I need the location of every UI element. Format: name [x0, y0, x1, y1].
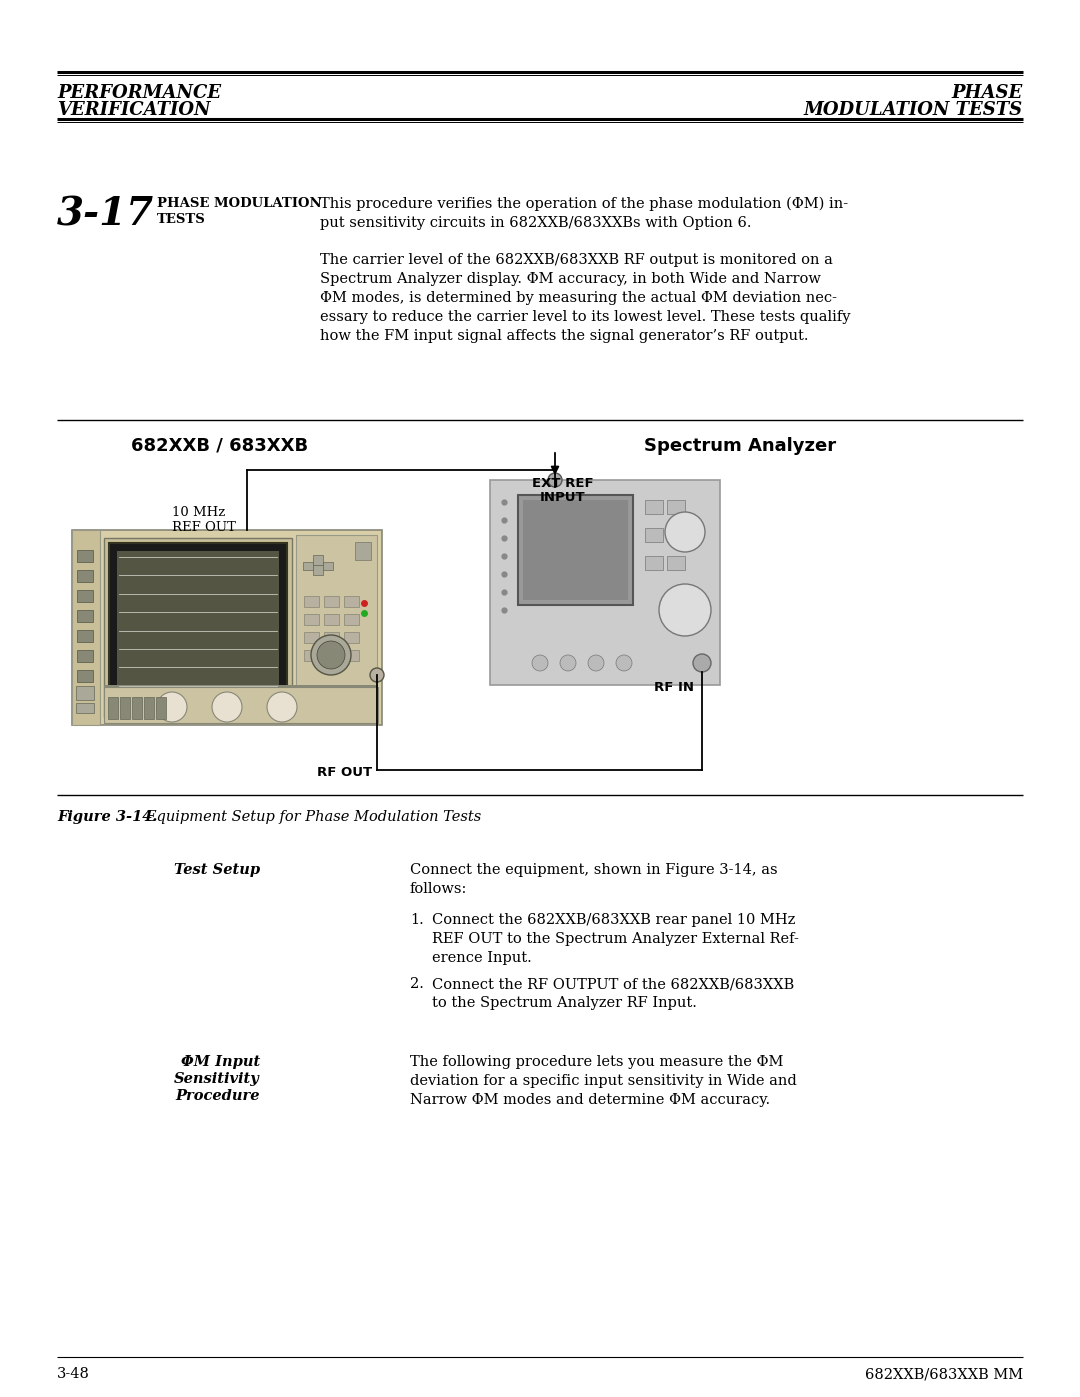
Circle shape	[561, 655, 576, 671]
Bar	[132, 697, 141, 719]
Bar	[303, 631, 319, 643]
Circle shape	[318, 641, 345, 669]
Bar	[490, 481, 720, 685]
Text: Spectrum Analyzer: Spectrum Analyzer	[644, 437, 836, 455]
Circle shape	[532, 655, 548, 671]
Bar	[345, 650, 359, 661]
Bar	[77, 570, 93, 583]
Text: Connect the equipment, shown in Figure 3-14, as
follows:: Connect the equipment, shown in Figure 3…	[410, 863, 778, 895]
Text: PHASE: PHASE	[951, 84, 1023, 102]
Bar	[72, 529, 100, 725]
Text: The following procedure lets you measure the ΦM
deviation for a specific input s: The following procedure lets you measure…	[410, 1055, 797, 1106]
Text: RF OUT: RF OUT	[316, 766, 372, 780]
Bar	[313, 564, 323, 576]
Bar	[144, 697, 154, 719]
Text: Connect the RF OUTPUT of the 682XXB/683XXB
to the Spectrum Analyzer RF Input.: Connect the RF OUTPUT of the 682XXB/683X…	[432, 977, 794, 1010]
Text: PERFORMANCE: PERFORMANCE	[57, 84, 221, 102]
Bar	[355, 542, 372, 560]
Bar	[77, 590, 93, 602]
Text: ΦM Input: ΦM Input	[180, 1055, 260, 1069]
Circle shape	[267, 692, 297, 722]
Bar	[303, 650, 319, 661]
Bar	[303, 615, 319, 624]
Bar	[303, 597, 319, 608]
Bar	[645, 500, 663, 514]
Bar	[667, 528, 685, 542]
Text: 682XXB / 683XXB: 682XXB / 683XXB	[132, 437, 309, 455]
Bar	[120, 697, 130, 719]
Circle shape	[212, 692, 242, 722]
Bar	[117, 550, 279, 704]
Circle shape	[659, 584, 711, 636]
Text: This procedure verifies the operation of the phase modulation (ΦM) in-
put sensi: This procedure verifies the operation of…	[320, 197, 848, 231]
Circle shape	[548, 474, 562, 488]
Text: MODULATION TESTS: MODULATION TESTS	[804, 101, 1023, 119]
Circle shape	[588, 655, 604, 671]
Bar	[324, 615, 339, 624]
Bar	[518, 495, 633, 605]
Text: 3-48: 3-48	[57, 1368, 90, 1382]
Text: Connect the 682XXB/683XXB rear panel 10 MHz
REF OUT to the Spectrum Analyzer Ext: Connect the 682XXB/683XXB rear panel 10 …	[432, 914, 799, 965]
Text: Figure 3-14.: Figure 3-14.	[57, 810, 158, 824]
Text: Equipment Setup for Phase Modulation Tests: Equipment Setup for Phase Modulation Tes…	[132, 810, 482, 824]
Bar	[109, 543, 287, 712]
Circle shape	[665, 511, 705, 552]
Bar	[104, 538, 292, 717]
Bar	[76, 686, 94, 700]
Bar	[104, 685, 378, 687]
Bar	[645, 528, 663, 542]
Text: PHASE MODULATION: PHASE MODULATION	[157, 197, 322, 210]
Text: EXT REF: EXT REF	[532, 476, 594, 490]
Text: 682XXB/683XXB MM: 682XXB/683XXB MM	[865, 1368, 1023, 1382]
Text: RF IN: RF IN	[654, 680, 694, 694]
Bar	[77, 650, 93, 662]
Text: The carrier level of the 682XXB/683XXB RF output is monitored on a
Spectrum Anal: The carrier level of the 682XXB/683XXB R…	[320, 253, 851, 342]
Circle shape	[157, 692, 187, 722]
Bar	[77, 671, 93, 682]
Text: Test Setup: Test Setup	[174, 863, 260, 877]
Bar	[303, 562, 313, 570]
Bar	[345, 597, 359, 608]
Text: INPUT: INPUT	[540, 490, 585, 504]
Text: Sensitivity: Sensitivity	[174, 1071, 260, 1085]
Text: 1.: 1.	[410, 914, 423, 928]
Circle shape	[616, 655, 632, 671]
Bar	[108, 697, 118, 719]
Bar	[324, 631, 339, 643]
Bar	[323, 562, 333, 570]
Text: Procedure: Procedure	[175, 1090, 260, 1104]
Bar	[77, 630, 93, 643]
Bar	[523, 500, 627, 599]
Bar	[345, 631, 359, 643]
Circle shape	[693, 654, 711, 672]
Text: 3-17: 3-17	[57, 196, 154, 235]
Text: VERIFICATION: VERIFICATION	[57, 101, 211, 119]
Bar	[667, 500, 685, 514]
Bar	[324, 650, 339, 661]
Bar	[667, 556, 685, 570]
Bar	[324, 597, 339, 608]
Text: TESTS: TESTS	[157, 212, 206, 226]
Bar	[77, 610, 93, 622]
Bar	[76, 703, 94, 712]
Text: 10 MHz
REF OUT: 10 MHz REF OUT	[172, 506, 235, 534]
Text: 2.: 2.	[410, 977, 423, 990]
Bar	[72, 529, 382, 725]
Bar	[77, 550, 93, 562]
Bar	[645, 556, 663, 570]
Bar	[104, 687, 378, 724]
Circle shape	[370, 668, 384, 682]
Bar	[156, 697, 166, 719]
Bar	[296, 535, 377, 719]
Circle shape	[311, 636, 351, 675]
Bar	[345, 615, 359, 624]
Bar	[313, 555, 323, 564]
